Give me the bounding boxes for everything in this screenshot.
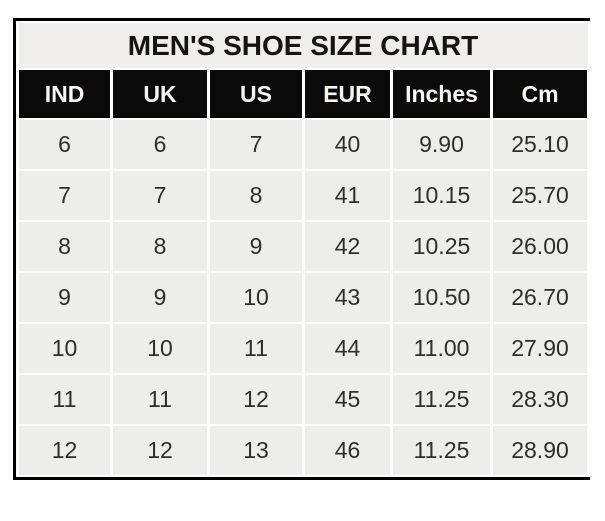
table-cell: 10	[207, 271, 305, 324]
table-cell: 12	[207, 373, 305, 426]
table-cell: 9	[207, 220, 305, 273]
table-cell: 10.50	[390, 271, 493, 324]
table-row: 7 7 8 41 10.15 25.70	[16, 169, 590, 222]
title-row: MEN'S SHOE SIZE CHART	[16, 21, 590, 70]
table-cell: 28.30	[490, 373, 590, 426]
table-row: 11 11 12 45 11.25 28.30	[16, 373, 590, 426]
table-cell: 12	[16, 424, 113, 477]
table-cell: 9.90	[390, 118, 493, 171]
table-row: 9 9 10 43 10.50 26.70	[16, 271, 590, 324]
table-cell: 8	[110, 220, 210, 273]
table-cell: 41	[302, 169, 393, 222]
table-row: 8 8 9 42 10.25 26.00	[16, 220, 590, 273]
table-cell: 10	[16, 322, 113, 375]
table-cell: 44	[302, 322, 393, 375]
table-cell: 26.70	[490, 271, 590, 324]
table-cell: 9	[110, 271, 210, 324]
table-cell: 12	[110, 424, 210, 477]
table-cell: 42	[302, 220, 393, 273]
table-row: 6 6 7 40 9.90 25.10	[16, 118, 590, 171]
table-cell: 40	[302, 118, 393, 171]
table-cell: 10.25	[390, 220, 493, 273]
column-header-inches: Inches	[390, 68, 493, 120]
table-cell: 25.70	[490, 169, 590, 222]
table-cell: 27.90	[490, 322, 590, 375]
table-cell: 6	[16, 118, 113, 171]
chart-title: MEN'S SHOE SIZE CHART	[16, 21, 590, 70]
table-cell: 13	[207, 424, 305, 477]
header-row: IND UK US EUR Inches Cm	[16, 68, 590, 120]
table-cell: 8	[16, 220, 113, 273]
table-cell: 10	[110, 322, 210, 375]
column-header-us: US	[207, 68, 305, 120]
table-cell: 9	[16, 271, 113, 324]
table-cell: 11	[207, 322, 305, 375]
shoe-size-chart: MEN'S SHOE SIZE CHART IND UK US EUR Inches Cm…	[13, 18, 590, 480]
table-cell: 7	[110, 169, 210, 222]
table-cell: 25.10	[490, 118, 590, 171]
table-cell: 6	[110, 118, 210, 171]
table-body: 6 6 7 40 9.90 25.10 7 7 8 41 10.15 25.70 8 8 9 42 10.25 2…	[16, 118, 590, 477]
table-cell: 28.90	[490, 424, 590, 477]
table-cell: 46	[302, 424, 393, 477]
table-cell: 10.15	[390, 169, 493, 222]
table-cell: 11	[110, 373, 210, 426]
table-cell: 11	[16, 373, 113, 426]
table-cell: 26.00	[490, 220, 590, 273]
table-cell: 11.25	[390, 373, 493, 426]
size-table: MEN'S SHOE SIZE CHART IND UK US EUR Inches Cm…	[16, 21, 590, 477]
table-cell: 43	[302, 271, 393, 324]
table-cell: 11.00	[390, 322, 493, 375]
table-cell: 8	[207, 169, 305, 222]
column-header-ind: IND	[16, 68, 113, 120]
column-header-uk: UK	[110, 68, 210, 120]
column-header-cm: Cm	[490, 68, 590, 120]
table-row: 10 10 11 44 11.00 27.90	[16, 322, 590, 375]
table-cell: 7	[16, 169, 113, 222]
table-row: 12 12 13 46 11.25 28.90	[16, 424, 590, 477]
table-cell: 45	[302, 373, 393, 426]
table-cell: 7	[207, 118, 305, 171]
table-cell: 11.25	[390, 424, 493, 477]
column-header-eur: EUR	[302, 68, 393, 120]
